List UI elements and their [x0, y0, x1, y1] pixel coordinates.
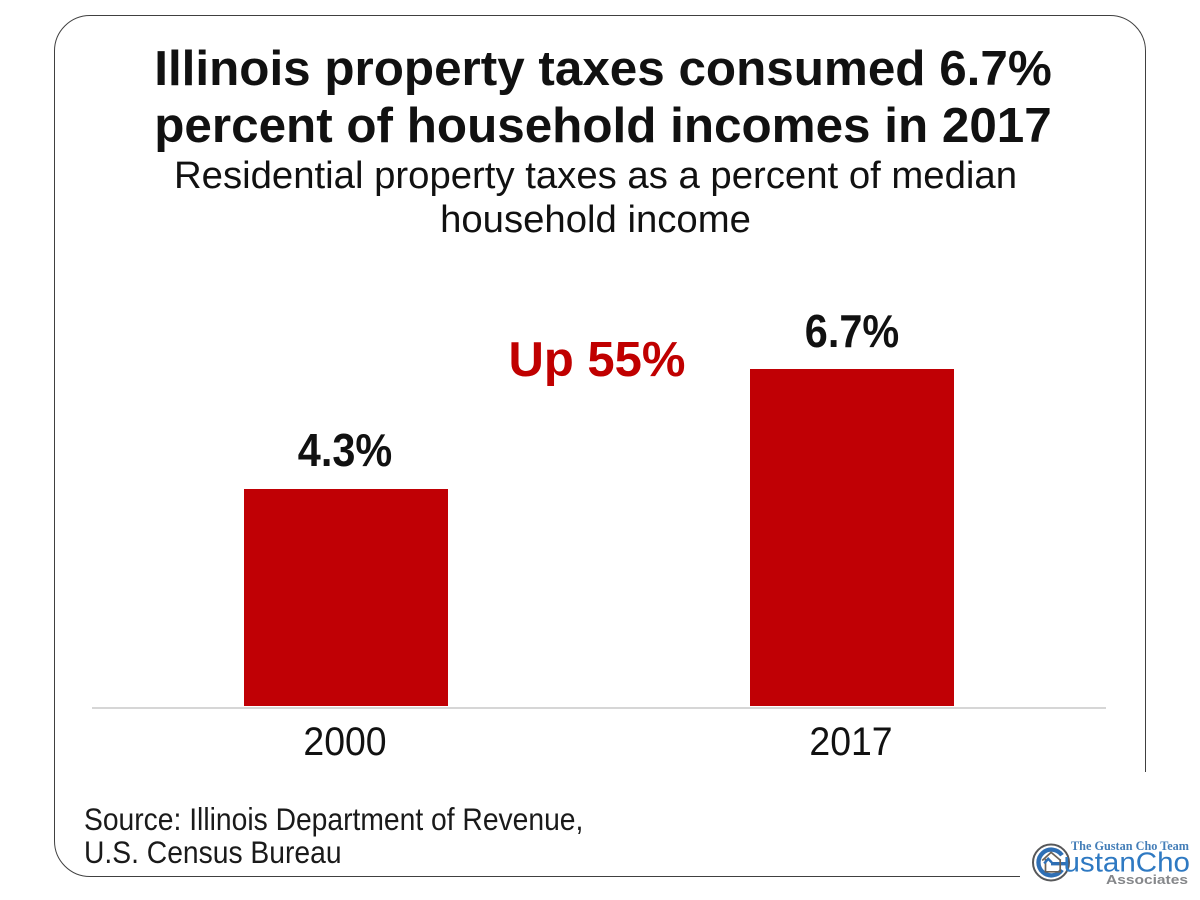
svg-text:ustanCho: ustanCho [1064, 847, 1191, 878]
svg-text:The Gustan Cho Team: The Gustan Cho Team [1071, 839, 1190, 853]
svg-text:Associates: Associates [1106, 872, 1188, 887]
